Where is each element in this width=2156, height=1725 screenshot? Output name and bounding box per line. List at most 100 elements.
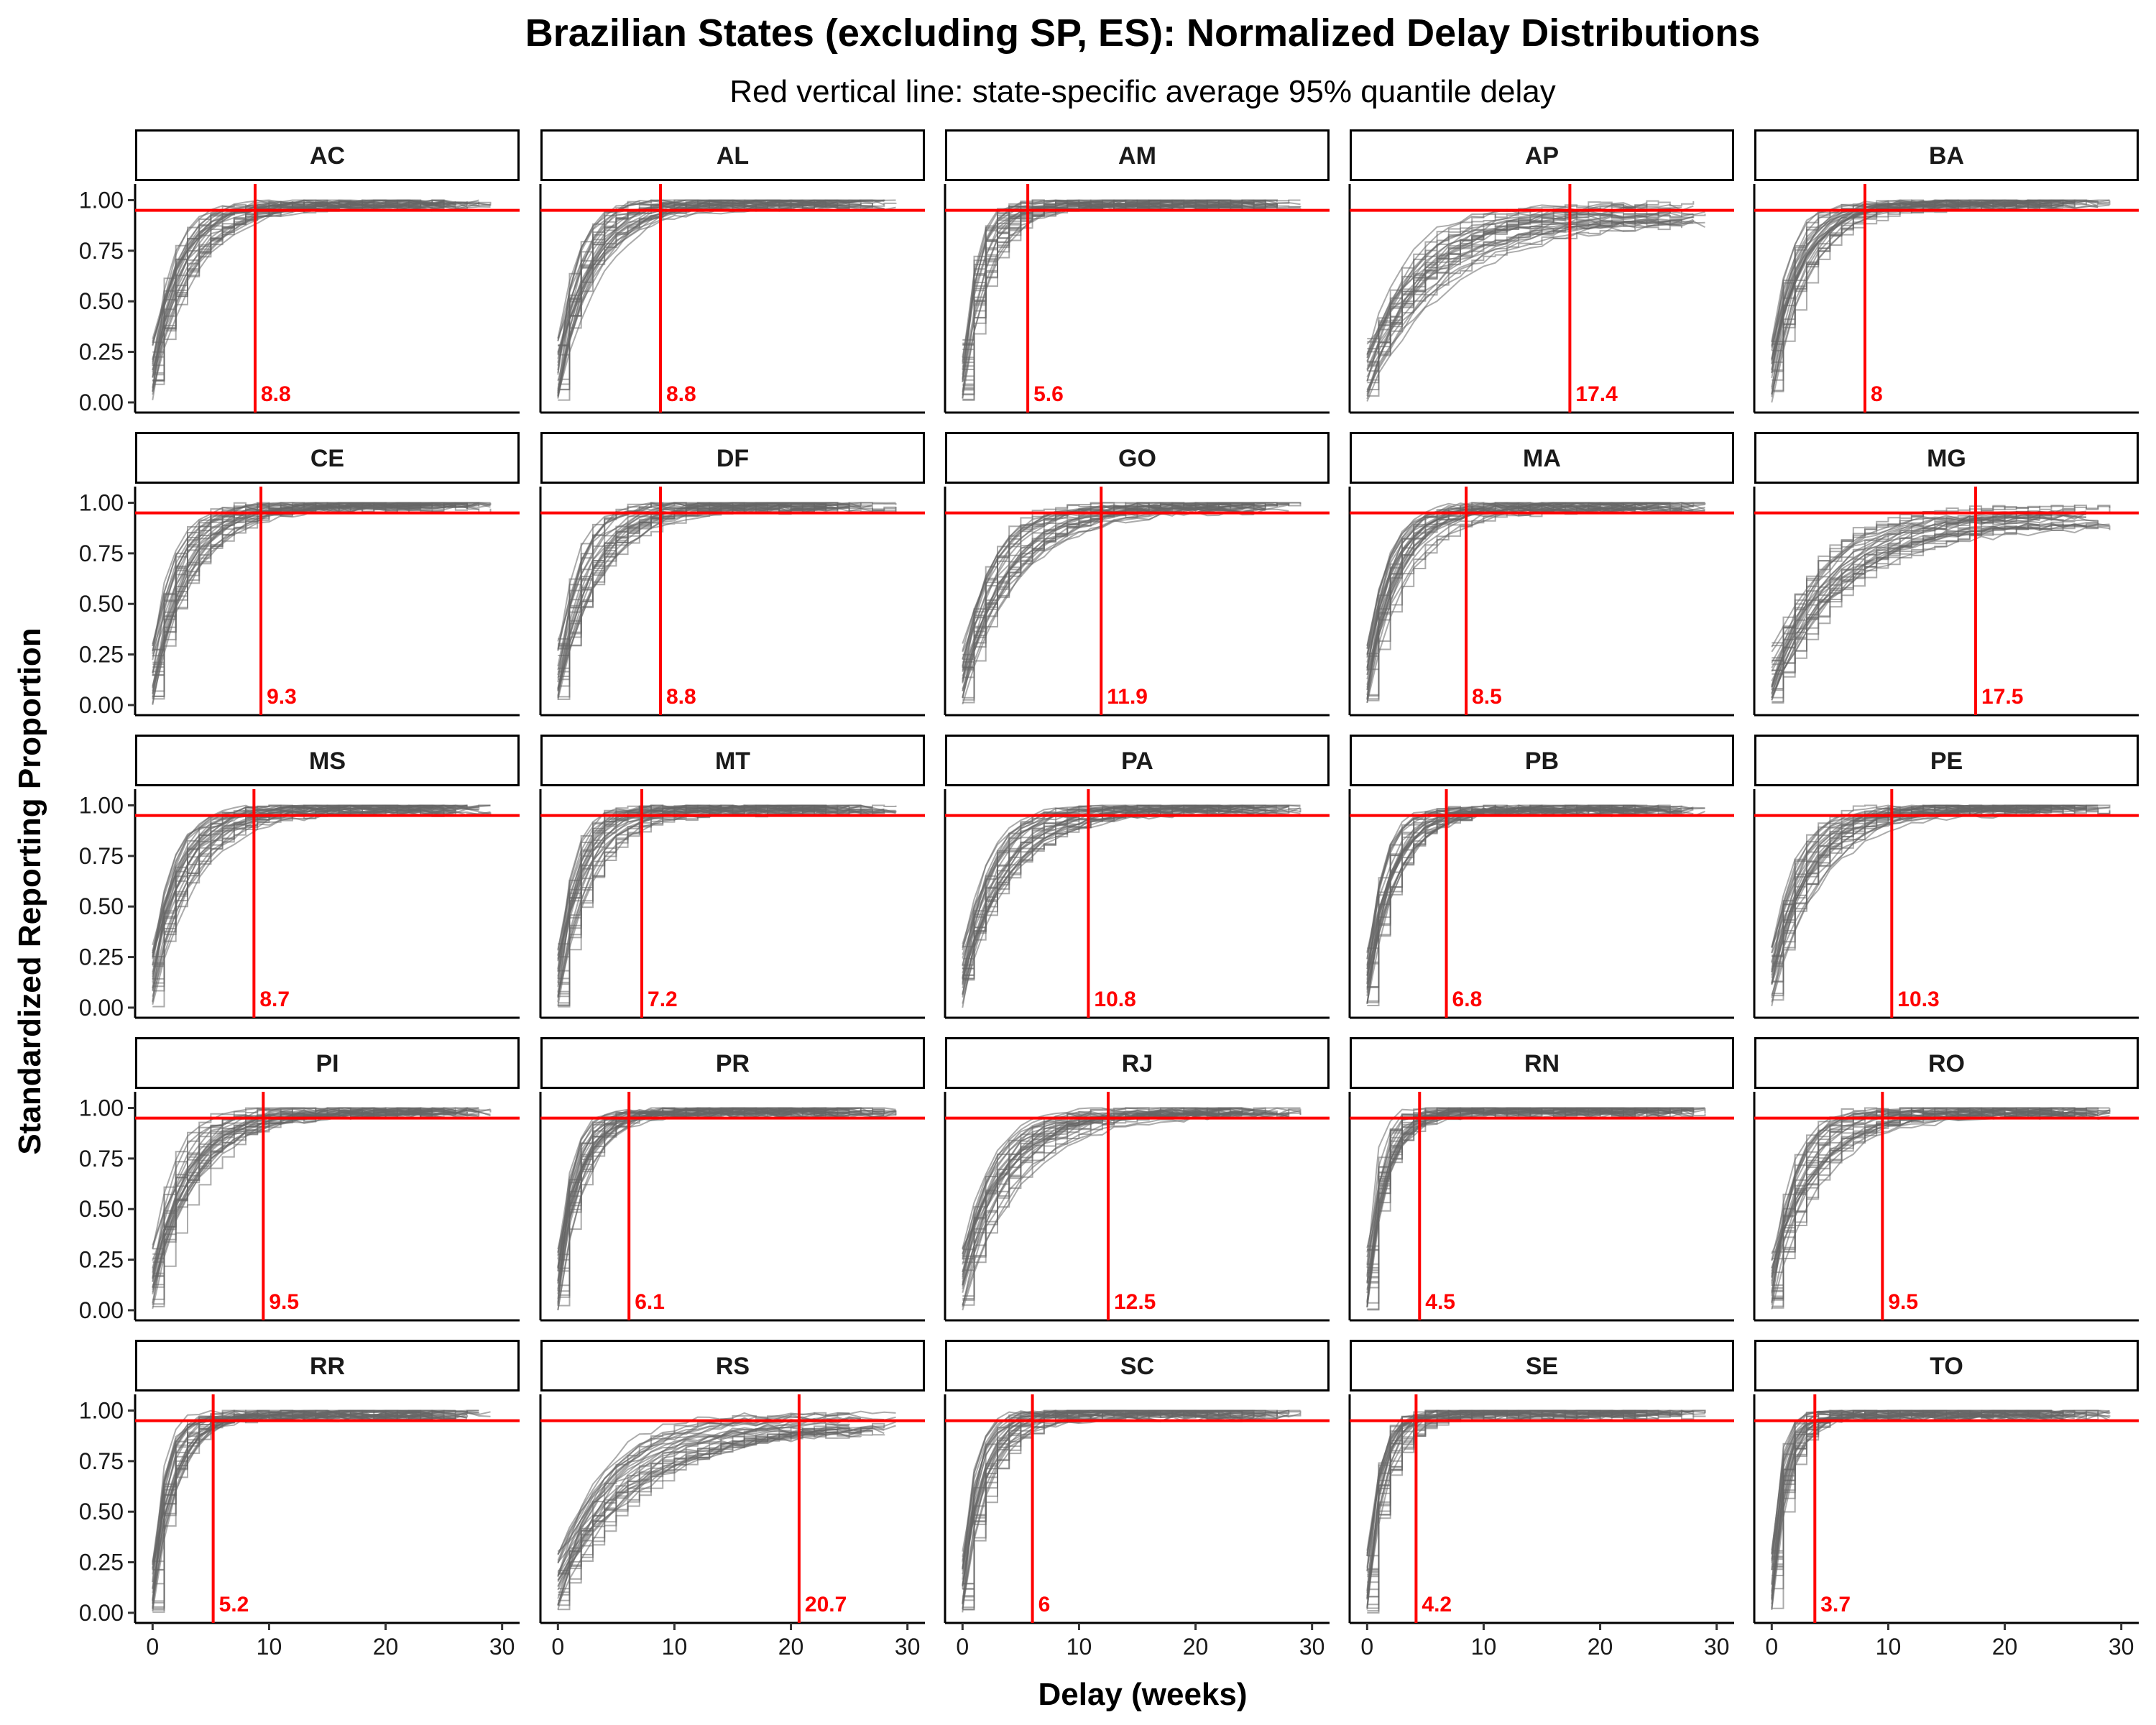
q95-label: 6.8 [1452,988,1483,1011]
facet-strip-label: CE [310,445,344,472]
delay-curve [557,199,885,397]
delay-curves [1771,1409,2111,1611]
x-tick-label: 10 [1067,1634,1092,1660]
delay-curve [152,201,491,346]
y-tick-label: 0.25 [79,339,124,365]
y-tick-label: 0.75 [79,238,124,264]
delay-curves [557,502,897,700]
delay-curve [557,1420,849,1564]
facet-strip-label: PE [1930,748,1963,775]
delay-curves [1366,200,1706,402]
facet-panel-se: SE 4.2 0 10 20 30 [1348,1340,1734,1660]
x-tick-label: 0 [956,1634,969,1660]
y-tick-label: 0.25 [79,642,124,668]
y-tick-label: 0.00 [79,390,124,415]
facet-strip-label: GO [1118,445,1156,472]
delay-curve [557,502,826,699]
delay-curve [1772,510,2053,644]
x-tick-label: 0 [551,1634,564,1660]
facet-strip [945,735,1330,786]
delay-curves [557,199,897,401]
delay-curve [1366,219,1682,400]
x-tick-label: 20 [373,1634,399,1660]
facet-strip [135,1037,520,1089]
y-tick-label: 0.00 [79,692,124,718]
x-tick-label: 30 [489,1634,515,1660]
delay-curve [962,1409,1254,1589]
delay-curve [152,804,468,958]
facet-strip-label: MG [1927,445,1966,472]
delay-curve [1771,1410,2099,1593]
facet-strip [1350,432,1734,484]
y-tick-label: 0.75 [79,843,124,869]
x-axis-title: Delay (weeks) [1038,1677,1247,1712]
delay-curve [557,1429,849,1563]
delay-curve [1771,199,2063,395]
y-tick-label: 0.50 [79,1499,124,1524]
y-tick-label: 1.00 [79,1095,124,1121]
facet-panel-go: GO 11.9 [944,432,1330,717]
delay-curve [1772,1111,2087,1309]
facet-strip [540,129,925,181]
delay-curve [152,1412,456,1608]
q95-label: 8.8 [261,382,291,406]
q95-label: 10.3 [1897,988,1939,1011]
delay-curve [1366,211,1705,395]
q95-label: 17.4 [1575,382,1618,406]
facet-panel-ma: MA 8.5 [1348,432,1734,717]
y-tick-label: 0.75 [79,540,124,566]
q95-label: 9.5 [269,1290,299,1314]
delay-curve [962,1409,1243,1597]
delay-curves [1366,804,1705,1006]
y-tick-label: 0.25 [79,1550,124,1576]
facet-panel-pb: PB 6.8 [1348,735,1734,1019]
facet-strip-label: AC [310,142,345,170]
delay-curve [152,502,479,647]
delay-curve [962,1411,1231,1569]
facet-panel-pr: PR 6.1 [539,1037,925,1322]
facet-strip-label: RO [1928,1050,1965,1077]
facet-panel-pe: PE 10.3 [1753,735,2139,1019]
y-tick-label: 0.25 [79,1247,124,1273]
delay-curves [1771,804,2111,1006]
x-tick-label: 30 [895,1634,921,1660]
facet-panel-sc: SC 6 0 10 20 30 [944,1340,1330,1660]
facet-strip-label: PR [716,1050,750,1077]
chart-subtitle: Red vertical line: state-specific averag… [729,74,1556,109]
facet-strip [135,129,520,181]
q95-label: 5.2 [219,1593,249,1616]
x-tick-label: 10 [662,1634,688,1660]
facet-strip-label: AM [1118,142,1156,170]
facet-panel-ap: AP 17.4 [1348,129,1734,414]
delay-curves [557,1107,897,1311]
facet-strip [1754,129,2139,181]
y-tick-label: 0.50 [79,288,124,314]
facet-strip [1350,1037,1734,1089]
q95-label: 17.5 [1981,685,2023,709]
delay-curve [1367,211,1671,353]
facet-panel-to: TO 3.7 0 10 20 30 [1753,1340,2139,1660]
x-tick-label: 20 [778,1634,804,1660]
facet-strip-label: MS [309,748,346,775]
y-tick-label: 0.50 [79,893,124,919]
facet-strip [1350,1340,1734,1392]
delay-curve [152,199,444,367]
delay-curve [1771,199,2099,374]
facet-strip-label: AP [1525,142,1559,170]
q95-label: 9.5 [1888,1290,1918,1314]
q95-label: 8.5 [1472,685,1502,709]
delay-curve [152,804,444,954]
facet-strip [1350,735,1734,786]
x-tick-label: 20 [1992,1634,2018,1660]
delay-curve [1771,1412,2110,1563]
facet-panel-ac: AC 8.8 0.00 0.25 0.50 0.75 1.00 [79,129,520,415]
delay-curve [1771,512,2087,687]
y-tick-label: 1.00 [79,490,124,516]
y-tick-label: 1.00 [79,1398,124,1424]
q95-label: 3.7 [1820,1593,1851,1616]
delay-curves [962,1409,1302,1613]
facet-panel-df: DF 8.8 [539,432,925,717]
delay-curve [1366,1111,1659,1258]
facet-strip [1754,432,2139,484]
delay-curve [1366,218,1694,372]
